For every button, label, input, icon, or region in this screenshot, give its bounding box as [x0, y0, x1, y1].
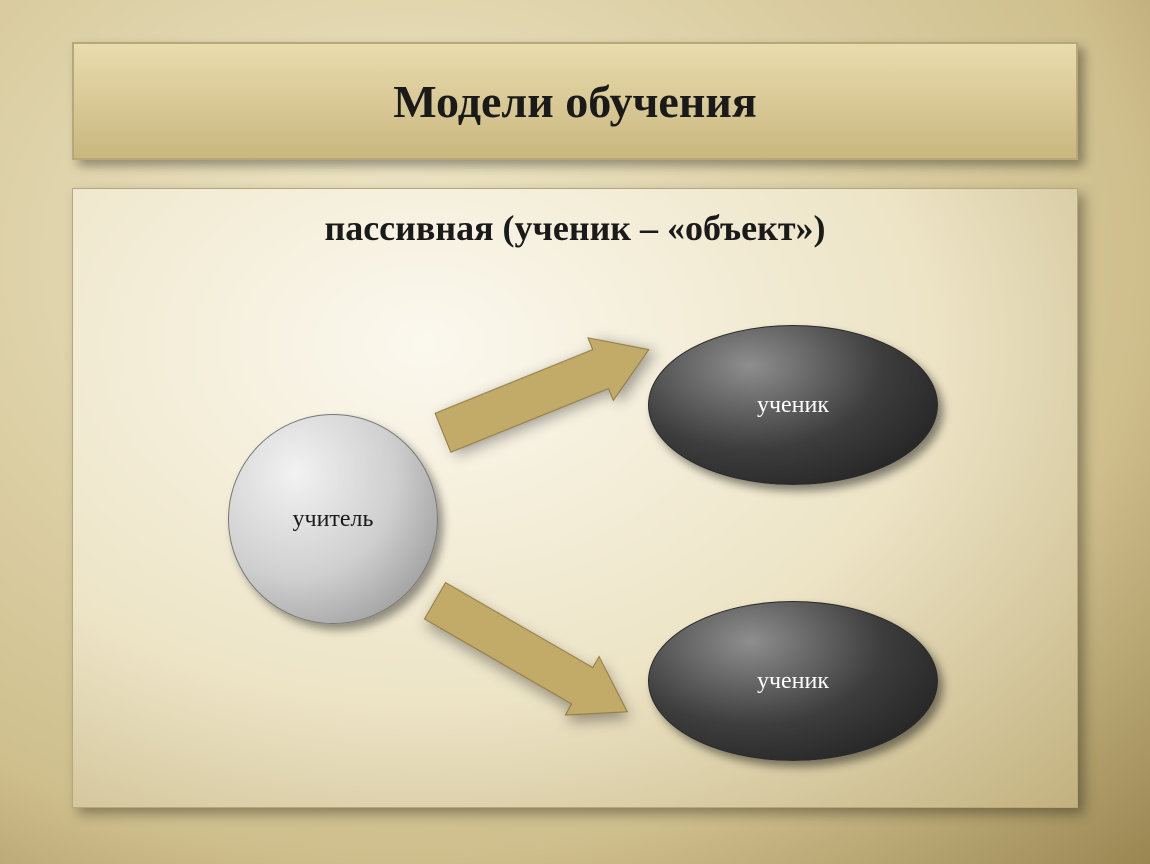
subtitle: пассивная (ученик – «объект»)	[73, 207, 1077, 249]
title-bar: Модели обучения	[72, 42, 1078, 160]
node-label-teacher: учитель	[293, 506, 374, 533]
subtitle-text: пассивная (ученик – «объект»)	[324, 208, 825, 248]
node-teacher: учитель	[228, 414, 438, 624]
title-text: Модели обучения	[393, 75, 757, 128]
node-student-top: ученик	[648, 325, 938, 485]
node-student-bottom: ученик	[648, 601, 938, 761]
node-label-student-top: ученик	[757, 392, 829, 419]
arrow-bottom	[418, 572, 644, 742]
node-label-student-bottom: ученик	[757, 668, 829, 695]
content-panel: пассивная (ученик – «объект») учитель уче…	[72, 188, 1078, 808]
slide: Модели обучения пассивная (ученик – «объ…	[0, 0, 1150, 864]
arrow-top	[430, 318, 661, 464]
